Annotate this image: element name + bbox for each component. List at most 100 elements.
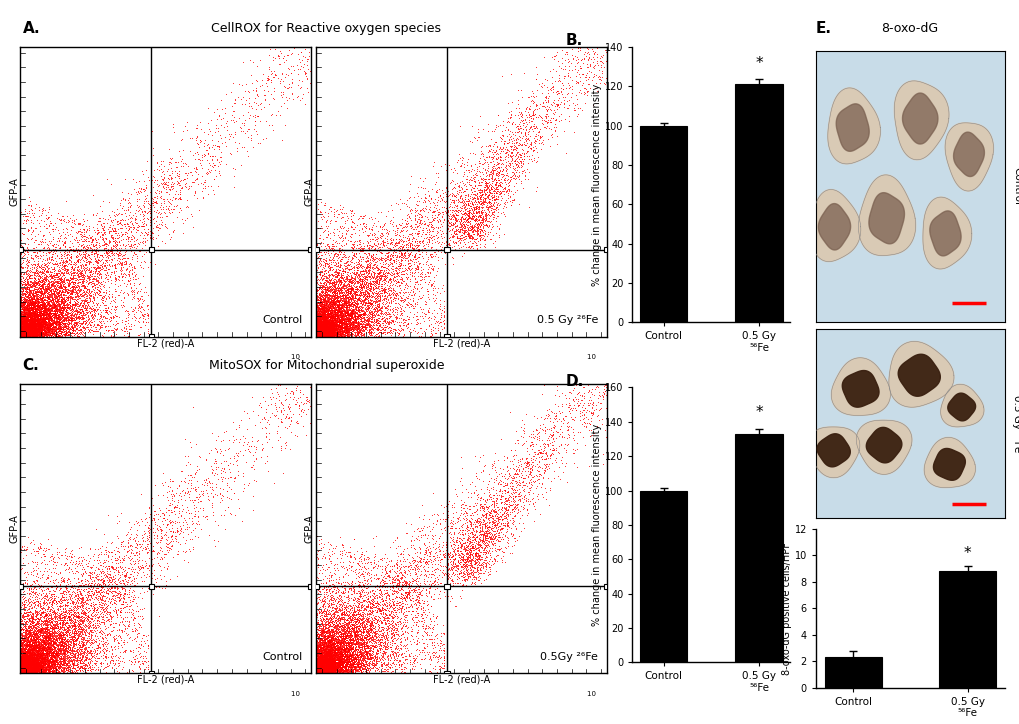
Point [491, 161, 507, 173]
Point [63, 281, 79, 292]
Point [35, 629, 51, 641]
Point [323, 667, 339, 678]
Point [583, 403, 599, 414]
Point [19, 331, 36, 342]
Point [308, 658, 324, 670]
Point [34, 623, 50, 634]
Point [320, 661, 336, 673]
Point [308, 668, 324, 679]
Point [532, 98, 548, 110]
Point [331, 668, 347, 679]
Point [69, 319, 86, 331]
Point [14, 324, 31, 335]
Point [363, 223, 379, 235]
Point [317, 654, 333, 666]
Point [314, 319, 330, 331]
Point [308, 317, 324, 329]
Point [216, 107, 232, 119]
Point [13, 668, 30, 679]
Point [328, 649, 344, 660]
Point [315, 668, 331, 679]
Point [471, 519, 487, 531]
Point [406, 243, 422, 255]
Point [20, 331, 37, 342]
Point [18, 657, 35, 668]
Point [37, 314, 53, 326]
Point [309, 667, 325, 678]
Point [23, 660, 40, 671]
Point [471, 538, 487, 550]
Point [204, 466, 220, 478]
Point [503, 488, 520, 500]
Point [338, 625, 355, 636]
Point [322, 653, 338, 665]
Point [326, 641, 342, 652]
Point [25, 659, 42, 670]
Point [20, 657, 37, 669]
Point [25, 315, 42, 327]
Point [18, 318, 35, 329]
Point [463, 560, 479, 572]
Point [439, 564, 455, 576]
Point [12, 300, 29, 311]
Point [598, 378, 614, 390]
Point [308, 657, 324, 668]
Point [40, 668, 56, 679]
Point [12, 657, 29, 669]
Point [469, 547, 485, 559]
Point [326, 668, 342, 679]
Point [13, 629, 30, 641]
Point [318, 665, 334, 676]
Point [464, 569, 480, 581]
Point [308, 658, 324, 670]
Point [308, 326, 324, 337]
Point [314, 652, 330, 664]
Point [506, 186, 523, 198]
Point [332, 644, 348, 655]
Point [12, 635, 29, 647]
Point [24, 652, 41, 664]
Point [496, 148, 513, 159]
Point [478, 526, 494, 537]
Point [151, 206, 167, 217]
Point [312, 649, 328, 661]
Point [25, 647, 42, 659]
Point [12, 302, 29, 313]
Point [366, 322, 382, 334]
Point [75, 568, 92, 580]
Point [321, 331, 337, 342]
Point [32, 629, 48, 641]
Point [341, 657, 358, 669]
Point [308, 668, 324, 679]
Point [581, 378, 597, 390]
Point [100, 614, 116, 626]
Point [28, 650, 44, 662]
Point [321, 637, 337, 649]
Point [25, 300, 42, 311]
Point [354, 331, 370, 342]
Point [322, 567, 338, 578]
Point [15, 321, 32, 332]
Point [362, 324, 378, 335]
Point [53, 308, 69, 319]
Point [316, 327, 332, 338]
Point [25, 324, 42, 335]
Point [324, 668, 340, 679]
Point [30, 325, 46, 337]
Point [329, 321, 345, 333]
Point [466, 555, 482, 567]
Point [391, 279, 408, 291]
Point [21, 656, 38, 668]
Point [338, 551, 355, 563]
Point [38, 665, 54, 677]
Point [12, 322, 29, 334]
Point [318, 643, 334, 654]
Point [73, 324, 90, 336]
Point [21, 331, 38, 342]
Point [12, 668, 29, 679]
Point [308, 668, 324, 679]
Point [426, 636, 442, 648]
Point [54, 633, 70, 644]
Point [317, 261, 333, 272]
Point [329, 637, 345, 649]
